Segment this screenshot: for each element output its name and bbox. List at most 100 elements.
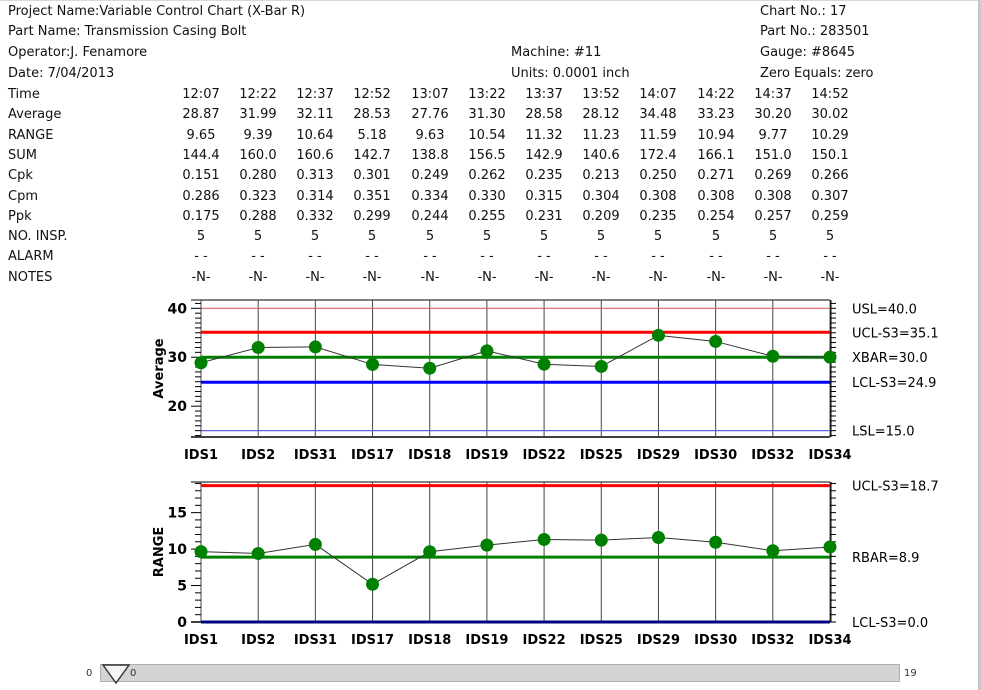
table-cell: 0.307 [811, 188, 849, 204]
data-point [308, 537, 322, 551]
table-cell: 0.280 [239, 168, 277, 184]
table-cell: 0.175 [182, 208, 220, 224]
table-cell: 14:22 [697, 87, 735, 102]
table-cell: 28.58 [525, 107, 563, 123]
row-label: Cpk [8, 168, 33, 184]
reference-line-label: RBAR=8.9 [852, 551, 919, 566]
row-label: SUM [8, 147, 37, 163]
table-cell: -N- [191, 269, 211, 285]
slider-thumb[interactable] [101, 663, 131, 685]
table-cell: 0.244 [411, 208, 449, 224]
reference-line-label: LSL=15.0 [852, 425, 915, 440]
data-point [308, 340, 322, 354]
data-point [594, 533, 608, 547]
window-right-edge [978, 0, 981, 690]
table-cell: 140.6 [582, 147, 620, 163]
x-tick-label: IDS19 [465, 633, 508, 648]
table-cell: -N- [362, 269, 382, 285]
data-point [651, 530, 665, 544]
table-cell: 0.332 [296, 208, 334, 224]
table-cell: 0.257 [754, 208, 792, 224]
units: Units: 0.0001 inch [511, 66, 630, 81]
table-cell: -N- [248, 269, 268, 285]
machine: Machine: #11 [511, 45, 602, 60]
table-cell: 12:52 [353, 87, 391, 102]
data-point [251, 341, 265, 355]
table-cell: 31.99 [239, 107, 277, 123]
table-cell: - - [823, 249, 837, 265]
data-point [423, 545, 437, 559]
data-point [251, 547, 265, 561]
row-label: RANGE [8, 127, 54, 143]
table-cell: - - [766, 249, 780, 265]
table-cell: 10.29 [811, 127, 849, 143]
slider-min-label: 0 [86, 668, 93, 679]
chart-no: Chart No.: 17 [760, 4, 847, 19]
data-point [194, 356, 208, 370]
table-cell: 33.23 [697, 107, 735, 123]
row-label: Cpm [8, 188, 38, 204]
table-cell: - - [308, 249, 322, 265]
table-cell: 166.1 [697, 147, 735, 163]
table-cell: 14:37 [754, 87, 792, 102]
table-cell: 0.269 [754, 168, 792, 184]
table-cell: 12:22 [239, 87, 277, 102]
table-cell: 150.1 [811, 147, 849, 163]
table-cell: -N- [420, 269, 440, 285]
x-tick-label: IDS31 [294, 633, 337, 648]
x-tick-label: IDS18 [408, 448, 451, 463]
average-chart: 20 30 40 Average USL=40.0 UCL-S3=35.1 XBAR=30.… [152, 299, 939, 463]
table-cell: 0.304 [582, 188, 620, 204]
table-cell: 30.20 [754, 107, 792, 123]
reference-line-label: XBAR=30.0 [852, 351, 928, 366]
table-cell: -N- [534, 269, 554, 285]
x-tick-label: IDS1 [184, 633, 218, 648]
table-cell: -N- [305, 269, 325, 285]
table-cell: -N- [763, 269, 783, 285]
table-cell: 9.65 [186, 127, 216, 143]
y-tick-label: 30 [168, 350, 188, 366]
table-cell: 0.323 [239, 188, 277, 204]
data-point [537, 357, 551, 371]
y-axis-label: Average [152, 338, 167, 398]
table-cell: 5 [825, 229, 835, 245]
table-cell: 13:22 [468, 87, 506, 102]
operator: Operator:J. Fenamore [8, 45, 148, 60]
x-tick-label: IDS25 [580, 448, 623, 463]
table-cell: 172.4 [639, 147, 677, 163]
slider-track[interactable] [100, 664, 900, 682]
data-point [709, 334, 723, 348]
table-cell: 0.213 [582, 168, 620, 184]
reference-line-label: LCL-S3=24.9 [852, 376, 936, 391]
x-tick-label: IDS22 [523, 633, 566, 648]
table-cell: 151.0 [754, 147, 792, 163]
x-tick-label: IDS22 [523, 448, 566, 463]
table-cell: 0.262 [468, 168, 506, 184]
zero-equals: Zero Equals: zero [760, 66, 874, 81]
table-cell: 0.308 [697, 188, 735, 204]
table-cell: 13:07 [411, 87, 449, 102]
x-tick-label: IDS31 [294, 448, 337, 463]
table-cell: 142.7 [353, 147, 391, 163]
row-label: Time [8, 87, 40, 102]
table-cell: 144.4 [182, 147, 220, 163]
x-tick-label: IDS1 [184, 448, 218, 463]
reference-line-label: UCL-S3=35.1 [852, 326, 939, 341]
table-cell: 5 [310, 229, 320, 245]
slider-max-label: 19 [904, 668, 917, 679]
table-cell: 0.249 [411, 168, 449, 184]
reference-line-label: UCL-S3=18.7 [852, 480, 939, 495]
table-cell: 28.12 [582, 107, 620, 123]
x-tick-label: IDS34 [808, 448, 851, 463]
row-label: NOTES [8, 269, 53, 285]
x-tick-label: IDS2 [241, 633, 275, 648]
table-cell: 5 [539, 229, 549, 245]
table-cell: 31.30 [468, 107, 506, 123]
table-cell: - - [709, 249, 723, 265]
x-tick-label: IDS18 [408, 633, 451, 648]
data-point [423, 361, 437, 375]
table-cell: 0.313 [296, 168, 334, 184]
table-cell: 0.351 [353, 188, 391, 204]
x-tick-label: IDS29 [637, 448, 680, 463]
